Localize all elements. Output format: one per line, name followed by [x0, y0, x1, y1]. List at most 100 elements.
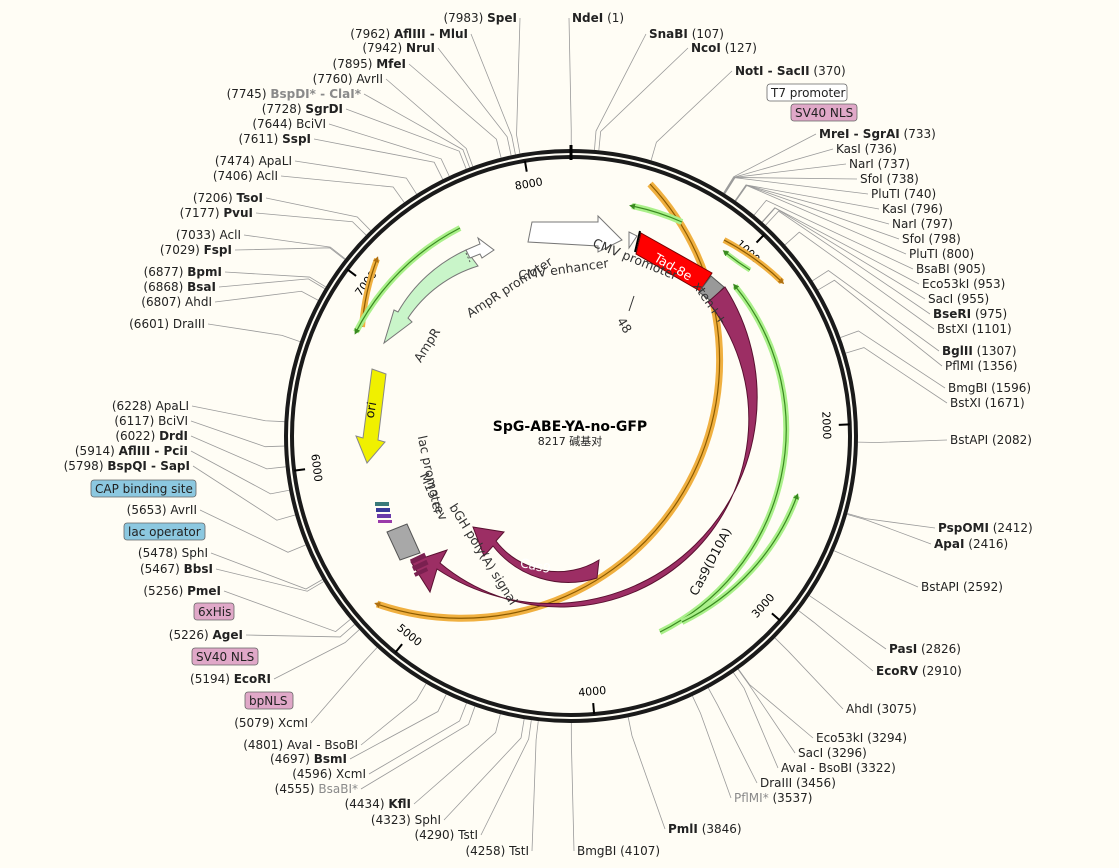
site-label: (4290) TstI — [414, 828, 478, 842]
site-label: (5914) AflIII - PciI — [75, 444, 188, 458]
site-leader — [857, 439, 948, 443]
tick-8000 — [523, 160, 528, 172]
site-label: (5256) PmeI — [143, 584, 221, 598]
site-leader — [765, 210, 931, 315]
site-label: PflMI (1356) — [945, 359, 1017, 373]
site-label: (4434) KflI — [345, 797, 411, 811]
site-label: NarI (797) — [892, 217, 953, 231]
site-label: (4323) SphI — [371, 813, 441, 827]
site-leader — [833, 550, 919, 588]
purple-mark-3 — [413, 567, 429, 577]
boxed-label-bpnls: bpNLS — [244, 691, 294, 710]
site-label: (5798) BspQI - SapI — [64, 459, 190, 473]
restriction-site-labels: NdeI (1) SnaBI (107)NcoI (127) NotI - SacI… — [64, 11, 1033, 858]
site-label: SnaBI (107) — [649, 27, 724, 41]
tick-4000 — [592, 702, 596, 715]
tick-label-2000: 2000 — [819, 411, 833, 440]
site-leader — [408, 63, 502, 158]
site-leader — [627, 717, 666, 830]
site-label: AvaI - BsoBI (3322) — [781, 761, 896, 775]
purple-mark-2 — [411, 559, 429, 572]
site-leader — [847, 513, 936, 529]
site-label: KasI (736) — [836, 142, 897, 156]
site-label: NotI - SacII (370) — [735, 64, 846, 78]
site-leader — [437, 47, 512, 156]
site-leader — [723, 148, 834, 194]
boxed-label-t7-promoter: T7 promoter — [766, 83, 848, 102]
site-label: PflMI* (3537) — [734, 791, 812, 805]
site-leader — [723, 133, 817, 194]
green-arc-far-right — [680, 494, 800, 625]
lac-mark-3 — [377, 514, 391, 518]
site-label: (7745) BspDI* - ClaI* — [227, 87, 362, 101]
site-label: MreI - SgrAI (733) — [819, 127, 936, 141]
site-label: ApaI (2416) — [934, 537, 1008, 551]
site-label: (4697) BsmI — [270, 752, 347, 766]
site-leader — [413, 714, 501, 805]
site-leader — [385, 78, 474, 167]
boxed-label-lac-operator: lac operator — [123, 522, 206, 541]
site-label: DraIII (3456) — [760, 776, 836, 790]
site-leader — [650, 70, 733, 161]
tick-7000 — [346, 268, 357, 277]
site-label: Eco53kI (3294) — [816, 731, 907, 745]
lac-mark-4 — [378, 520, 392, 523]
site-label: (6807) AhdI — [141, 295, 212, 309]
site-label: SfoI (738) — [860, 172, 919, 186]
lac-mark-1 — [375, 502, 389, 506]
cas9-d10a-arc — [410, 286, 758, 608]
site-leader — [594, 33, 647, 150]
svg-text:SV40 NLS: SV40 NLS — [196, 650, 254, 664]
tick-1000 — [755, 233, 765, 244]
site-leader — [234, 247, 345, 260]
site-leader — [812, 270, 940, 352]
site-leader — [190, 450, 290, 495]
site-label: BstXI (1671) — [950, 396, 1025, 410]
site-label: (6877) BpmI — [144, 265, 222, 279]
site-label: KasI (796) — [882, 202, 943, 216]
site-leader — [733, 672, 779, 769]
svg-text:lac operator: lac operator — [128, 525, 201, 539]
site-label: NdeI (1) — [572, 11, 624, 25]
site-label: PspOMI (2412) — [938, 521, 1033, 535]
site-label: (5194) EcoRI — [190, 672, 271, 686]
svg-text:bpNLS: bpNLS — [249, 694, 288, 708]
svg-text:SV40 NLS: SV40 NLS — [795, 106, 853, 120]
green-arc-top-core — [629, 203, 683, 223]
site-leader — [774, 637, 844, 710]
site-leader — [255, 212, 367, 236]
cmv-promoter-arrow — [628, 231, 638, 250]
site-leader — [761, 207, 920, 285]
ampr-label: AmpR — [411, 325, 444, 365]
purple-mark-1 — [409, 552, 427, 565]
site-leader — [817, 279, 943, 367]
lac-mark-2 — [376, 508, 390, 512]
site-leader — [273, 629, 360, 680]
boxed-label-sv40-nls-bottom: SV40 NLS — [191, 647, 259, 666]
site-label: Eco53kI (953) — [922, 277, 1005, 291]
site-label: BstXI (1101) — [937, 322, 1012, 336]
ori-label: ori — [362, 401, 380, 420]
site-leader — [191, 405, 285, 423]
svg-text:CAP binding site: CAP binding site — [95, 482, 193, 496]
site-label: BstAPI (2082) — [950, 433, 1032, 447]
site-leader — [570, 722, 575, 852]
green-arc-left-core — [354, 227, 461, 335]
site-label: (7962) AflIII - MluI — [350, 27, 468, 41]
site-label: BglII (1307) — [942, 344, 1017, 358]
tick-5000 — [394, 643, 403, 654]
site-label: PmlI (3846) — [668, 822, 742, 836]
site-leader — [280, 175, 405, 203]
site-label: (4555) BsaBI* — [275, 782, 358, 796]
site-leader — [349, 694, 447, 760]
site-leader — [243, 234, 346, 260]
site-label: (6868) BsaI — [143, 280, 216, 294]
ampr-promoter-dash — [465, 252, 471, 263]
site-leader — [784, 231, 935, 330]
site-leader — [692, 695, 732, 799]
cas9-arrow — [472, 526, 600, 583]
site-leader — [846, 513, 932, 545]
ampr-arrow — [383, 249, 479, 345]
site-label: SacI (3296) — [798, 746, 867, 760]
site-leader — [190, 420, 285, 448]
